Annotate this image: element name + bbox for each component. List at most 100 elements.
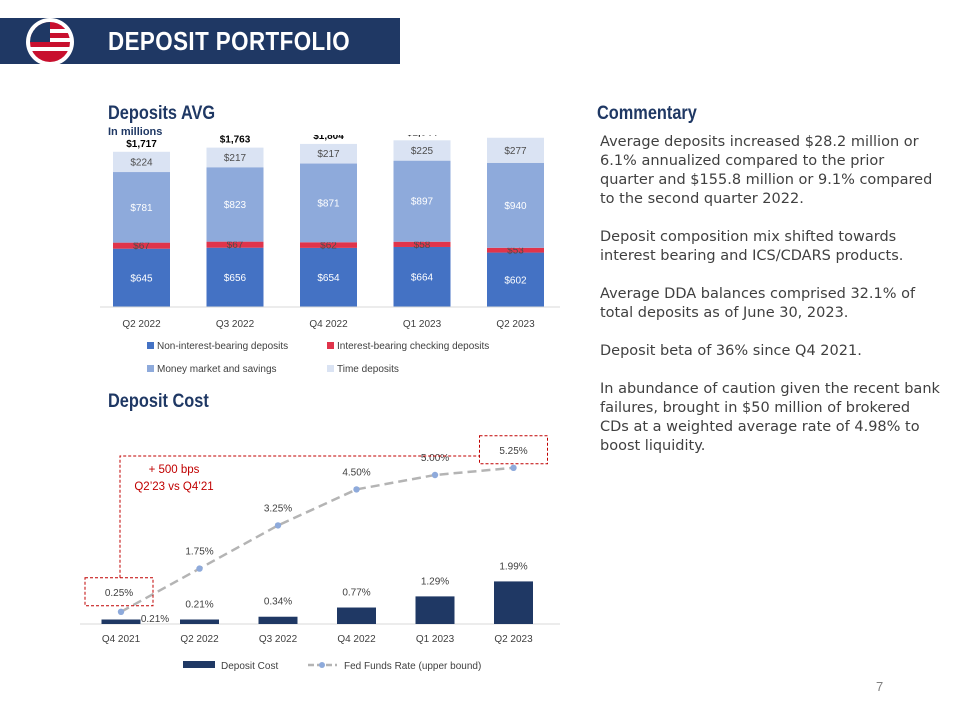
segment-data-label: $897 — [411, 197, 434, 208]
segment-data-label: $781 — [130, 203, 153, 214]
stacked-bar-segment — [487, 137, 544, 163]
deposit-cost-bar — [258, 616, 298, 624]
legend-label: Deposit Cost — [221, 661, 278, 672]
legend-label: Interest-bearing checking deposits — [337, 341, 489, 352]
segment-data-label: $62 — [320, 241, 337, 252]
stacked-bar-segment — [487, 252, 544, 307]
legend-swatch-bars — [183, 661, 215, 668]
stacked-bar-segment — [206, 167, 264, 242]
fed-funds-line — [120, 466, 514, 613]
deposits-avg-subtitle: In millions — [108, 126, 163, 138]
line-data-label: 5.25% — [499, 446, 527, 457]
commentary-paragraph: In abundance of caution given the recent… — [600, 381, 940, 454]
line-data-label: 4.50% — [342, 467, 370, 478]
segment-data-label: $225 — [411, 146, 434, 157]
stacked-bar-segment — [206, 147, 264, 168]
segment-data-label: $217 — [317, 149, 340, 160]
commentary-body: Average deposits increased $28.2 million… — [600, 133, 940, 475]
fed-funds-point — [274, 522, 282, 529]
fed-funds-point — [431, 471, 439, 479]
stacked-bar-segment — [113, 248, 170, 307]
segment-data-label: $654 — [317, 273, 340, 284]
page-title: DEPOSIT PORTFOLIO — [108, 26, 351, 56]
stacked-bar-segment — [113, 151, 170, 173]
stacked-bar-segment — [393, 140, 451, 161]
segment-data-label: $664 — [411, 272, 434, 283]
fed-funds-point — [353, 486, 360, 493]
legend-label: Money market and savings — [157, 364, 277, 375]
segment-data-label: $656 — [224, 273, 247, 284]
segment-data-label: $602 — [504, 275, 527, 286]
deposit-cost-bar — [180, 619, 219, 624]
deposits-avg-chart: $645 $67 $781 $224 $1,717 Q2 2022 $656 $67 $823 $… — [100, 135, 560, 375]
segment-data-label: $217 — [224, 153, 247, 164]
total-data-label: $1,763 — [220, 135, 251, 146]
x-tick-label: Q2 2023 — [494, 634, 533, 645]
fed-funds-point — [196, 565, 203, 572]
legend-swatch — [147, 365, 154, 372]
fed-funds-point — [510, 464, 517, 471]
commentary-paragraph: Deposit composition mix shifted towards … — [600, 229, 904, 264]
line-data-label: 1.75% — [185, 547, 213, 558]
deposit-cost-bar — [415, 596, 455, 624]
stacked-bar-segment — [393, 246, 451, 307]
bar-data-label: 1.99% — [499, 561, 527, 572]
deposit-cost-bar — [101, 619, 141, 624]
x-tick-label: Q4 2022 — [337, 634, 376, 645]
commentary-paragraph: Average DDA balances comprised 32.1% of … — [600, 286, 916, 321]
fed-funds-point — [117, 608, 125, 615]
stacked-bar-segment — [300, 163, 357, 243]
stacked-bar-segment — [206, 241, 264, 248]
line-data-label: 5.00% — [421, 453, 449, 464]
deposit-cost-bar — [494, 581, 533, 624]
stacked-bar-segment — [487, 247, 544, 253]
stacked-bar-segment — [300, 242, 357, 248]
x-tick-label: Q4 2022 — [309, 319, 348, 330]
segment-data-label: $871 — [317, 198, 340, 209]
commentary-title: Commentary — [597, 103, 697, 124]
stacked-bar-segment — [300, 247, 357, 307]
x-tick-label: Q1 2023 — [403, 319, 442, 330]
legend-swatch-marker — [319, 662, 325, 668]
segment-data-label: $224 — [130, 157, 153, 168]
segment-data-label: $58 — [414, 240, 431, 251]
annotation-line-1: + 500 bps — [149, 464, 200, 476]
bar-data-label: 1.29% — [421, 576, 449, 587]
legend-label: Non-interest-bearing deposits — [157, 341, 288, 352]
x-tick-label: Q3 2022 — [259, 634, 298, 645]
stacked-bar-segment — [487, 162, 544, 248]
annotation-bracket — [119, 455, 480, 578]
commentary-paragraph: Average deposits increased $28.2 million… — [600, 134, 933, 207]
bar-data-label: 0.77% — [342, 588, 370, 599]
x-tick-label: Q1 2023 — [416, 634, 455, 645]
annotation-line-2: Q2’23 vs Q4’21 — [134, 481, 213, 493]
commentary-paragraph: Deposit beta of 36% since Q4 2021. — [600, 343, 862, 359]
stacked-bar-segment — [300, 143, 357, 164]
x-tick-label: Q2 2023 — [496, 319, 535, 330]
legend-swatch — [327, 342, 334, 349]
total-data-label: $1,804 — [313, 135, 344, 142]
bar-data-label: 0.21% — [185, 600, 213, 611]
segment-data-label: $67 — [133, 241, 150, 252]
total-data-label: $1,844 — [407, 135, 438, 138]
legend-swatch — [147, 342, 154, 349]
x-tick-label: Q2 2022 — [180, 634, 219, 645]
deposit-cost-bar — [337, 607, 376, 624]
x-tick-label: Q3 2022 — [216, 319, 255, 330]
segment-data-label: $645 — [130, 273, 153, 284]
line-data-label: 0.25% — [105, 588, 133, 599]
flag-globe-logo — [26, 18, 74, 66]
segment-data-label: $940 — [504, 201, 527, 212]
segment-data-label: $277 — [504, 146, 527, 157]
deposit-cost-title: Deposit Cost — [108, 391, 209, 412]
total-data-label: $1,717 — [126, 139, 157, 150]
segment-data-label: $823 — [224, 200, 247, 211]
legend-swatch — [327, 365, 334, 372]
segment-data-label: $67 — [227, 240, 244, 251]
total-data-label: $1,872 — [500, 135, 531, 136]
stacked-bar-segment — [113, 172, 170, 243]
deposits-avg-title: Deposits AVG — [108, 103, 216, 124]
stacked-bar-segment — [393, 160, 451, 242]
legend-label: Time deposits — [337, 364, 399, 375]
